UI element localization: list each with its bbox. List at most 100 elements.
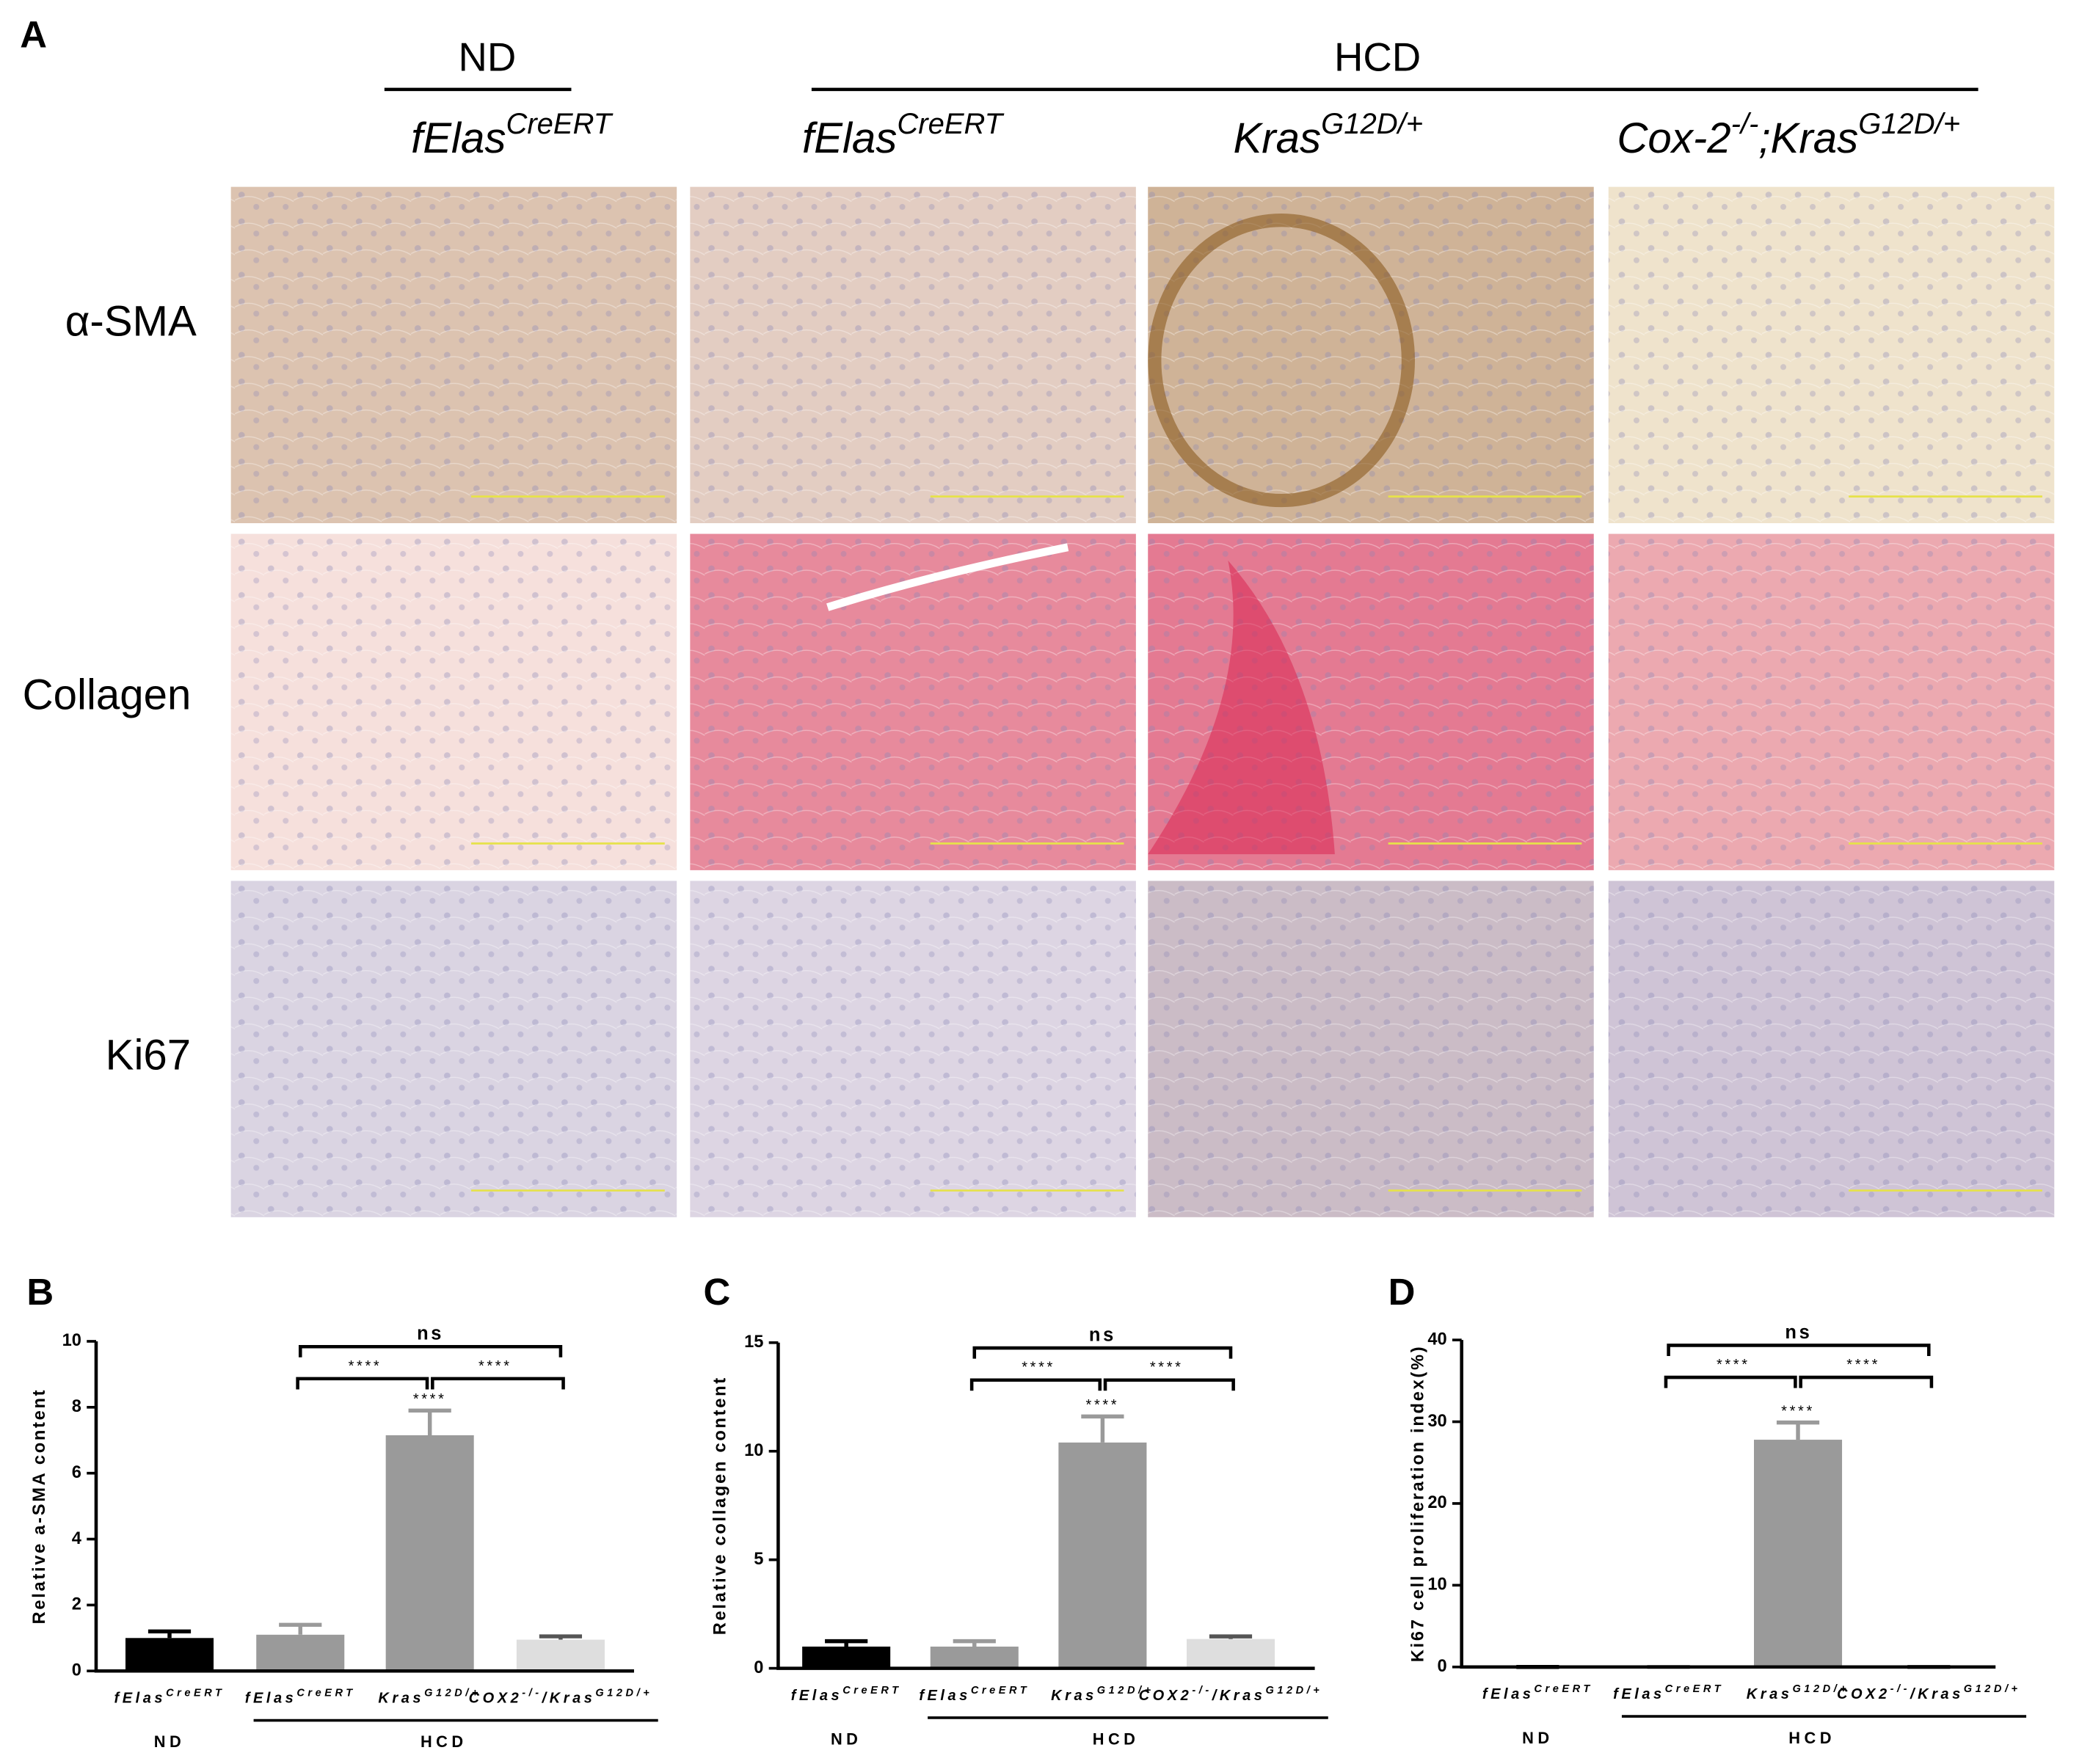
significance-bracket [969, 1378, 1102, 1391]
micrograph-texture [230, 533, 677, 870]
panel-label: C [704, 1271, 731, 1313]
significance-bracket [972, 1346, 1233, 1359]
error-bar [148, 1629, 192, 1639]
bar [516, 1639, 605, 1672]
micrograph-texture [690, 533, 1136, 870]
error-bar [1081, 1414, 1124, 1443]
significance-label: **** [413, 1391, 447, 1407]
superscript: G12D/+ [424, 1687, 481, 1699]
superscript: -/- [1890, 1683, 1910, 1695]
tissue-feature [1148, 560, 1335, 855]
text-part: fElas [802, 114, 897, 162]
axes [1460, 1340, 1996, 1669]
group-label: HCD [421, 1732, 467, 1751]
bar [930, 1647, 1019, 1669]
panel-label: B [26, 1271, 54, 1313]
micrograph-texture [1608, 881, 2055, 1217]
y-axis-label: Relative a-SMA content [30, 1388, 49, 1625]
micrograph-texture [230, 186, 677, 523]
significance-label: **** [1781, 1403, 1815, 1419]
superscript: CreERT [166, 1687, 225, 1699]
micrograph-texture [690, 186, 1136, 523]
group-label: ND [1522, 1729, 1553, 1747]
y-tick-label: 4 [72, 1529, 82, 1548]
text-part: fElas [114, 1691, 167, 1707]
text-part: Kras [378, 1691, 424, 1707]
x-tick-label: COX2-/-/KrasG12D/+ [469, 1687, 653, 1706]
superscript: G12D/+ [595, 1687, 652, 1699]
x-tick-label: fElasCreERT [1482, 1683, 1593, 1702]
text-part: ;Kras [1758, 114, 1858, 162]
significance-bracket [1664, 1375, 1797, 1388]
error-bar [1776, 1420, 1820, 1440]
group-label: ND [831, 1730, 862, 1749]
text-part: /Kras [1910, 1686, 1964, 1702]
micrograph-texture [690, 881, 1136, 1217]
y-tick-label: 20 [1427, 1493, 1446, 1512]
y-tick-label: 10 [62, 1331, 81, 1350]
bracket-label: **** [1717, 1357, 1750, 1373]
bar [125, 1638, 214, 1672]
text-part: /Kras [1212, 1688, 1266, 1704]
x-tick-label: fElasCreERT [791, 1685, 902, 1704]
y-tick-label: 5 [754, 1550, 763, 1569]
superscript: CreERT [971, 1685, 1030, 1696]
bar [1754, 1440, 1843, 1667]
bracket-label: **** [1022, 1360, 1055, 1376]
significance-bracket [298, 1344, 563, 1357]
superscript: G12D/+ [1265, 1685, 1322, 1696]
x-tick-label: fElasCreERT [1613, 1683, 1724, 1702]
error-bar [539, 1634, 583, 1640]
y-tick-label: 6 [72, 1463, 81, 1482]
bar [802, 1647, 891, 1669]
superscript: G12D/+ [1858, 107, 1960, 139]
bracket-label: **** [1150, 1360, 1184, 1376]
group-label: HCD [1093, 1730, 1140, 1749]
x-tick-label: fElasCreERT [919, 1685, 1030, 1704]
superscript: CreERT [296, 1687, 355, 1699]
text-part: COX2 [469, 1691, 523, 1707]
superscript: CreERT [1534, 1683, 1592, 1695]
tissue-feature [826, 543, 1069, 611]
significance-label: **** [1086, 1397, 1120, 1413]
group-label: ND [458, 34, 516, 79]
x-tick-label: COX2-/-/KrasG12D/+ [1139, 1685, 1323, 1704]
superscript: G12D/+ [1964, 1683, 2021, 1695]
bracket-label: ns [1785, 1322, 1812, 1343]
text-part: fElas [245, 1691, 297, 1707]
y-tick-label: 2 [72, 1595, 81, 1614]
superscript: G12D/+ [1792, 1683, 1849, 1695]
text-part: COX2 [1139, 1688, 1193, 1704]
x-tick-label: KrasG12D/+ [1051, 1685, 1154, 1704]
y-tick-label: 0 [72, 1661, 81, 1680]
superscript: CreERT [1665, 1683, 1724, 1695]
bracket-label: **** [1846, 1357, 1880, 1373]
text-part: Cox-2 [1617, 114, 1730, 162]
superscript: G12D/+ [1321, 107, 1423, 139]
y-tick-label: 10 [744, 1441, 763, 1460]
y-axis-label: Relative collagen content [710, 1376, 729, 1635]
x-tick-label: KrasG12D/+ [378, 1687, 481, 1706]
error-bar [408, 1408, 451, 1436]
text-part: Kras [1747, 1686, 1793, 1702]
y-axis-label: Ki67 cell proliferation index(%) [1409, 1345, 1428, 1663]
text-part: Kras [1233, 114, 1321, 162]
bar [1058, 1442, 1147, 1669]
y-tick-label: 0 [1438, 1657, 1447, 1676]
error-bar [953, 1639, 996, 1647]
bar [256, 1634, 345, 1672]
axes [776, 1342, 1315, 1670]
y-tick-label: 0 [754, 1658, 763, 1677]
group-label: HCD [1334, 34, 1421, 79]
x-tick-label: KrasG12D/+ [1747, 1683, 1850, 1702]
group-label: ND [154, 1732, 185, 1751]
superscript: -/- [522, 1687, 542, 1699]
superscript: -/- [1192, 1685, 1212, 1696]
genotype-label: fElasCreERT [411, 107, 614, 162]
superscript: G12D/+ [1097, 1685, 1154, 1696]
y-tick-label: 10 [1427, 1575, 1446, 1594]
y-tick-label: 15 [744, 1333, 763, 1352]
